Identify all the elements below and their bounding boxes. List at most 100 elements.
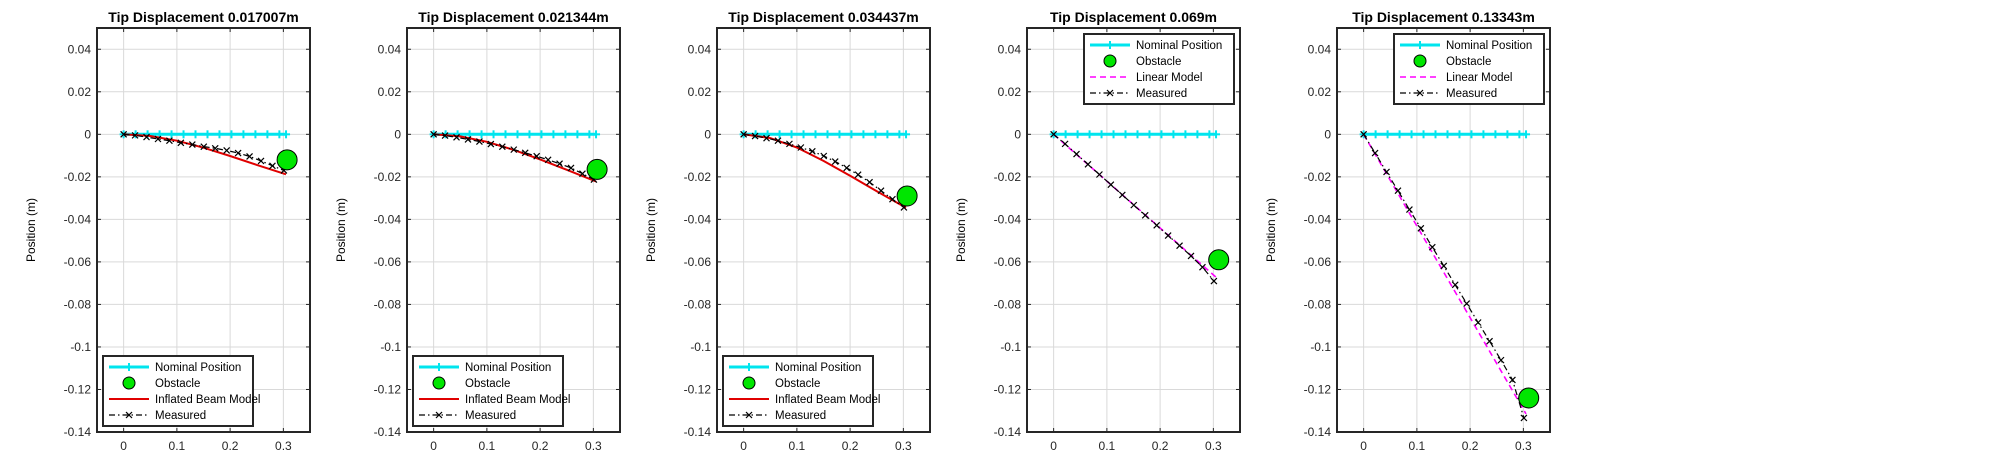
marker-stroke-b (498, 143, 506, 151)
marker-stroke-b (843, 164, 851, 172)
measured-marker (269, 162, 276, 170)
y-tick-label: 0 (1014, 127, 1021, 141)
nominal-position-marker (251, 130, 260, 139)
marker-stroke-b (1497, 356, 1505, 364)
measured-marker (556, 160, 563, 168)
measured-marker (211, 144, 219, 152)
marker-stroke-b (1440, 262, 1448, 270)
marker-stroke-b (521, 149, 529, 157)
measured-marker (1118, 191, 1126, 199)
measured-marker (1428, 243, 1436, 251)
nominal-position-marker (1121, 130, 1130, 139)
y-tick-label: -0.1 (380, 340, 401, 354)
legend: Nominal Position Obstacle Linear Model Meas… (1393, 33, 1545, 105)
legend-label: Nominal Position (1446, 40, 1532, 52)
nominal-position-marker (1383, 130, 1392, 139)
legend-item: Inflated Beam Model (109, 394, 260, 406)
nominal-position-marker (282, 130, 291, 139)
measured-marker (487, 140, 495, 148)
measured-marker (165, 137, 173, 145)
nominal-position-marker (1157, 130, 1166, 139)
nominal-position-marker (1073, 130, 1082, 139)
x-tick-label: 0.3 (1205, 439, 1222, 453)
chart-1: Tip Displacement 0.017007m 0 0.1 0.2 0.3 0.04… (24, 9, 311, 453)
legend-item: Nominal Position (729, 362, 861, 374)
measured-marker (1497, 356, 1505, 364)
nominal-position-marker (902, 130, 911, 139)
legend-label: Linear Model (1446, 72, 1512, 84)
x-tick-label: 0 (740, 439, 747, 453)
measured-marker (1417, 224, 1425, 232)
legend-label: Measured (465, 410, 516, 422)
obstacle-marker (276, 149, 298, 171)
ticks: 0 0.1 0.2 0.3 0.04 0.02 0 -0.02 -0.04 -0.06 -0.08 -… (374, 28, 620, 453)
measured-marker (246, 153, 253, 160)
marker-stroke-b (1107, 181, 1115, 189)
x-tick-label: 0.2 (842, 439, 859, 453)
y-axis-label: Position (m) (954, 198, 968, 262)
ticks: 0 0.1 0.2 0.3 0.04 0.02 0 -0.02 -0.04 -0.06 -0.08 -… (64, 28, 310, 453)
measured-marker (763, 134, 770, 142)
legend-label: Nominal Position (155, 362, 241, 374)
y-tick-label: -0.06 (374, 255, 402, 269)
measured-marker (831, 158, 839, 165)
legend-item: Nominal Position (1090, 40, 1222, 52)
measured-marker (257, 157, 265, 165)
marker-stroke-b (453, 133, 460, 141)
y-tick-label: -0.02 (374, 170, 402, 184)
nominal-position-marker (489, 130, 498, 139)
legend-label: Nominal Position (465, 362, 551, 374)
legend-swatch-marker (435, 411, 443, 419)
legend-swatch-marker (125, 411, 133, 419)
measured-marker (797, 144, 805, 151)
legend-item: Measured (109, 410, 206, 422)
nominal-position-marker (1085, 130, 1094, 139)
y-tick-label: -0.04 (64, 212, 92, 226)
marker-stroke-b (223, 147, 231, 154)
measured-marker (1371, 149, 1379, 157)
marker-stroke-b (1509, 376, 1516, 384)
y-tick-label: -0.14 (1304, 425, 1332, 439)
measured-marker (441, 132, 449, 140)
measured-marker (475, 138, 483, 145)
y-tick-label: 0.02 (68, 85, 92, 99)
nominal-position-marker (847, 130, 856, 139)
legend-item: Inflated Beam Model (419, 394, 570, 406)
y-tick-label: -0.14 (994, 425, 1022, 439)
legend-label: Obstacle (775, 378, 820, 390)
chart-3: Tip Displacement 0.034437m 0 0.1 0.2 0.3 0.04… (644, 9, 931, 453)
legend-label: Measured (1136, 88, 1187, 100)
linear-model-line (1362, 133, 1527, 415)
legend-swatch-marker (1416, 89, 1424, 97)
legend-label: Measured (775, 410, 826, 422)
nominal-position-marker (143, 130, 152, 139)
marker-stroke-b (797, 144, 805, 151)
marker-stroke-b (763, 134, 770, 142)
legend-label: Inflated Beam Model (775, 394, 880, 406)
y-tick-label: -0.1 (1000, 340, 1021, 354)
legend: Nominal Position Obstacle Linear Model Meas… (1083, 33, 1235, 105)
nominal-position-marker (1479, 130, 1488, 139)
axes-box (1026, 27, 1241, 433)
marker-stroke-b (234, 149, 242, 157)
nominal-position-marker (592, 130, 601, 139)
nominal-position-marker (525, 130, 534, 139)
legend-swatch-obstacle (1413, 54, 1427, 68)
measured-marker (223, 147, 231, 154)
series-group (739, 130, 911, 211)
measured-marker (820, 152, 828, 160)
nominal-position-marker (823, 130, 832, 139)
x-tick-label: 0.1 (169, 439, 186, 453)
x-tick-label: 0 (1360, 439, 1367, 453)
y-tick-label: -0.1 (70, 340, 91, 354)
nominal-position-marker (561, 130, 570, 139)
measured-marker (1084, 160, 1092, 168)
nominal-position-marker (1061, 130, 1070, 139)
nominal-position-marker (1431, 130, 1440, 139)
inflated-beam-model-line (433, 133, 597, 183)
y-tick-label: 0.04 (688, 42, 712, 56)
marker-stroke-b (200, 143, 208, 151)
measured-marker (1405, 206, 1413, 214)
legend-label: Measured (155, 410, 206, 422)
marker-stroke-b (740, 130, 748, 138)
